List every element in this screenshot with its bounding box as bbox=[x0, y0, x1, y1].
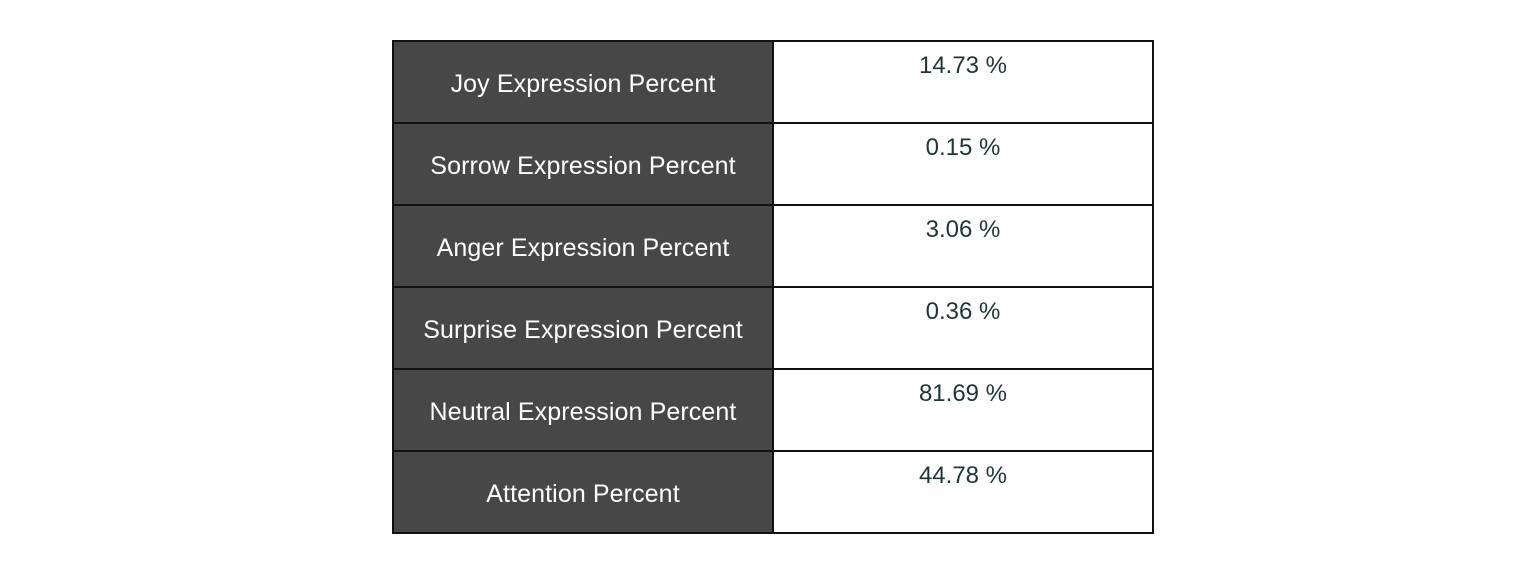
metric-value-cell: 3.06 % bbox=[772, 204, 1154, 288]
joy-expression-value: 14.73 % bbox=[918, 52, 1008, 79]
metric-label-cell: Attention Percent bbox=[392, 450, 774, 534]
metric-label-cell: Surprise Expression Percent bbox=[392, 286, 774, 370]
table-row: Joy Expression Percent 14.73 % bbox=[392, 40, 1154, 124]
metric-value-cell: 81.69 % bbox=[772, 368, 1154, 452]
metric-value-cell: 0.36 % bbox=[772, 286, 1154, 370]
anger-expression-label: Anger Expression Percent bbox=[436, 233, 730, 262]
metric-label-cell: Joy Expression Percent bbox=[392, 40, 774, 124]
attention-label: Attention Percent bbox=[486, 479, 680, 508]
table-row: Anger Expression Percent 3.06 % bbox=[392, 204, 1154, 288]
table-row: Sorrow Expression Percent 0.15 % bbox=[392, 122, 1154, 206]
neutral-expression-value: 81.69 % bbox=[918, 380, 1008, 407]
metric-label-cell: Sorrow Expression Percent bbox=[392, 122, 774, 206]
sorrow-expression-value: 0.15 % bbox=[925, 134, 1001, 161]
metric-label-cell: Anger Expression Percent bbox=[392, 204, 774, 288]
metric-value-cell: 44.78 % bbox=[772, 450, 1154, 534]
surprise-expression-label: Surprise Expression Percent bbox=[423, 315, 743, 344]
table-row: Attention Percent 44.78 % bbox=[392, 450, 1154, 534]
neutral-expression-label: Neutral Expression Percent bbox=[429, 397, 737, 426]
metric-label-cell: Neutral Expression Percent bbox=[392, 368, 774, 452]
metric-value-cell: 14.73 % bbox=[772, 40, 1154, 124]
joy-expression-label: Joy Expression Percent bbox=[450, 69, 716, 98]
expression-stats-table: Joy Expression Percent 14.73 % Sorrow Ex… bbox=[392, 40, 1154, 534]
sorrow-expression-label: Sorrow Expression Percent bbox=[430, 151, 736, 180]
table-row: Neutral Expression Percent 81.69 % bbox=[392, 368, 1154, 452]
attention-value: 44.78 % bbox=[918, 462, 1008, 489]
anger-expression-value: 3.06 % bbox=[925, 216, 1001, 243]
table-row: Surprise Expression Percent 0.36 % bbox=[392, 286, 1154, 370]
surprise-expression-value: 0.36 % bbox=[925, 298, 1001, 325]
metric-value-cell: 0.15 % bbox=[772, 122, 1154, 206]
